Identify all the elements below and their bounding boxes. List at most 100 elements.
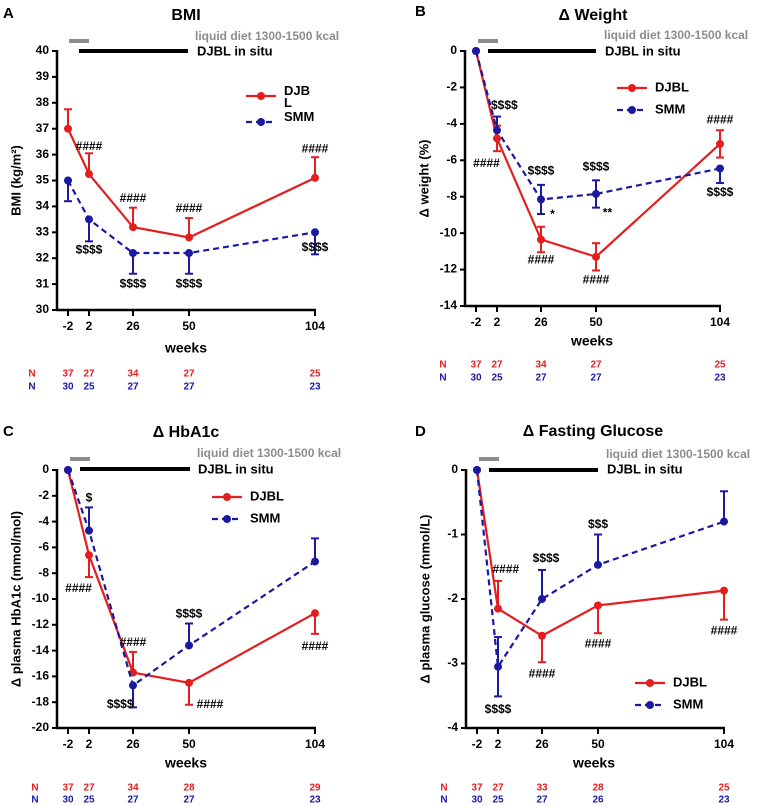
data-point: [594, 601, 602, 610]
n-value: 34: [535, 360, 547, 371]
n-value: 37: [471, 783, 483, 794]
significance-annotation: ####: [65, 581, 92, 595]
significance-annotation: *: [550, 207, 555, 221]
n-value: 25: [83, 382, 95, 393]
legend-label: SMM: [284, 109, 314, 124]
data-point: [311, 609, 319, 618]
data-point: [720, 517, 728, 526]
y-tick-label: -8: [38, 565, 49, 579]
y-tick-label: -4: [446, 116, 457, 130]
significance-annotation: ####: [473, 156, 500, 170]
n-value: 25: [309, 369, 321, 380]
significance-annotation: ####: [197, 697, 224, 711]
data-point: [64, 466, 72, 474]
n-row-label: N: [439, 360, 446, 371]
n-value: 23: [309, 382, 321, 393]
y-tick-label: -4: [447, 720, 458, 734]
significance-annotation: $$$$: [120, 276, 147, 290]
x-tick-label: 26: [535, 737, 549, 751]
djbl-in-situ-label: DJBL in situ: [198, 461, 274, 476]
y-tick-label: 38: [36, 95, 50, 109]
panel-letter: C: [3, 423, 14, 440]
n-value: 30: [470, 373, 482, 384]
significance-annotation: ####: [711, 623, 738, 637]
panel-letter: B: [415, 3, 426, 20]
n-value: 33: [536, 783, 548, 794]
n-value: 23: [714, 373, 726, 384]
data-point: [538, 595, 546, 603]
significance-annotation: $$$$: [707, 185, 734, 199]
n-value: 27: [492, 783, 504, 794]
x-tick-label: 26: [534, 315, 548, 329]
n-value: 25: [491, 373, 503, 384]
data-point: [85, 215, 93, 224]
y-tick-label: -12: [440, 262, 458, 276]
x-tick-label: 104: [305, 319, 325, 333]
n-row-label: N: [31, 783, 38, 794]
y-tick-label: 30: [36, 302, 50, 316]
legend-marker: [257, 118, 265, 126]
y-tick-label: 0: [42, 462, 49, 476]
n-value: 28: [183, 783, 195, 794]
y-tick-label: -16: [32, 669, 50, 683]
y-tick-label: 33: [36, 224, 50, 238]
y-tick-label: -12: [32, 617, 50, 631]
n-value: 30: [62, 382, 74, 393]
liquid-diet-label: liquid diet 1300-1500 kcal: [197, 446, 341, 460]
liquid-diet-label: liquid diet 1300-1500 kcal: [195, 29, 339, 43]
y-axis-label: BMI (kg/m²): [8, 145, 23, 216]
series-line: [475, 469, 725, 638]
series-smm: [64, 466, 319, 709]
y-tick-label: -2: [446, 80, 457, 94]
n-value: 27: [127, 382, 139, 393]
n-row-label: N: [440, 783, 447, 794]
data-point: [85, 526, 93, 535]
data-point: [716, 139, 724, 148]
significance-annotation: $$$$: [583, 160, 610, 174]
n-value: 23: [309, 795, 321, 806]
y-tick-label: -6: [446, 152, 457, 166]
y-tick-label: -1: [447, 527, 458, 541]
significance-annotation: $$$$: [533, 551, 560, 565]
data-point: [494, 662, 502, 671]
y-tick-label: -10: [440, 225, 458, 239]
panel-letter: A: [3, 5, 14, 22]
y-tick-label: -14: [32, 643, 50, 657]
legend-label-part: DJB: [284, 83, 310, 98]
series-smm: [473, 466, 728, 698]
n-value: 27: [127, 795, 139, 806]
n-value: 26: [592, 795, 604, 806]
y-tick-label: 32: [36, 250, 50, 264]
legend-label: SMM: [673, 696, 703, 711]
y-tick-label: 0: [451, 462, 458, 476]
legend-marker: [646, 701, 654, 709]
y-tick-label: 34: [36, 199, 50, 213]
significance-annotation: ####: [707, 112, 734, 126]
x-tick-label: 2: [86, 319, 93, 333]
significance-annotation: $$$$: [176, 607, 203, 621]
n-row-label: N: [31, 795, 38, 806]
legend-label-part: SMM: [284, 109, 314, 124]
n-value: 28: [592, 783, 604, 794]
y-tick-label: -4: [38, 514, 49, 528]
significance-annotation: $$$: [588, 517, 608, 531]
n-row-label: N: [28, 369, 35, 380]
significance-annotation: ####: [585, 636, 612, 650]
y-tick-label: 36: [36, 147, 50, 161]
n-value: 23: [718, 795, 730, 806]
legend-label: SMM: [250, 510, 280, 525]
x-tick-label: 104: [714, 737, 734, 751]
panel-letter: D: [415, 423, 426, 440]
panel-d: D Δ Fasting Glucose -4 -3 -2 -1 0 -2 2 26 50 104 wee…: [415, 423, 750, 806]
data-point: [472, 47, 480, 55]
y-tick-label: -18: [32, 694, 50, 708]
y-tick-label: -2: [447, 591, 458, 605]
data-point: [185, 678, 193, 687]
data-point: [592, 189, 600, 198]
n-value: 37: [62, 783, 74, 794]
series-line: [67, 179, 316, 255]
data-point: [494, 604, 502, 613]
n-value: 34: [127, 783, 139, 794]
